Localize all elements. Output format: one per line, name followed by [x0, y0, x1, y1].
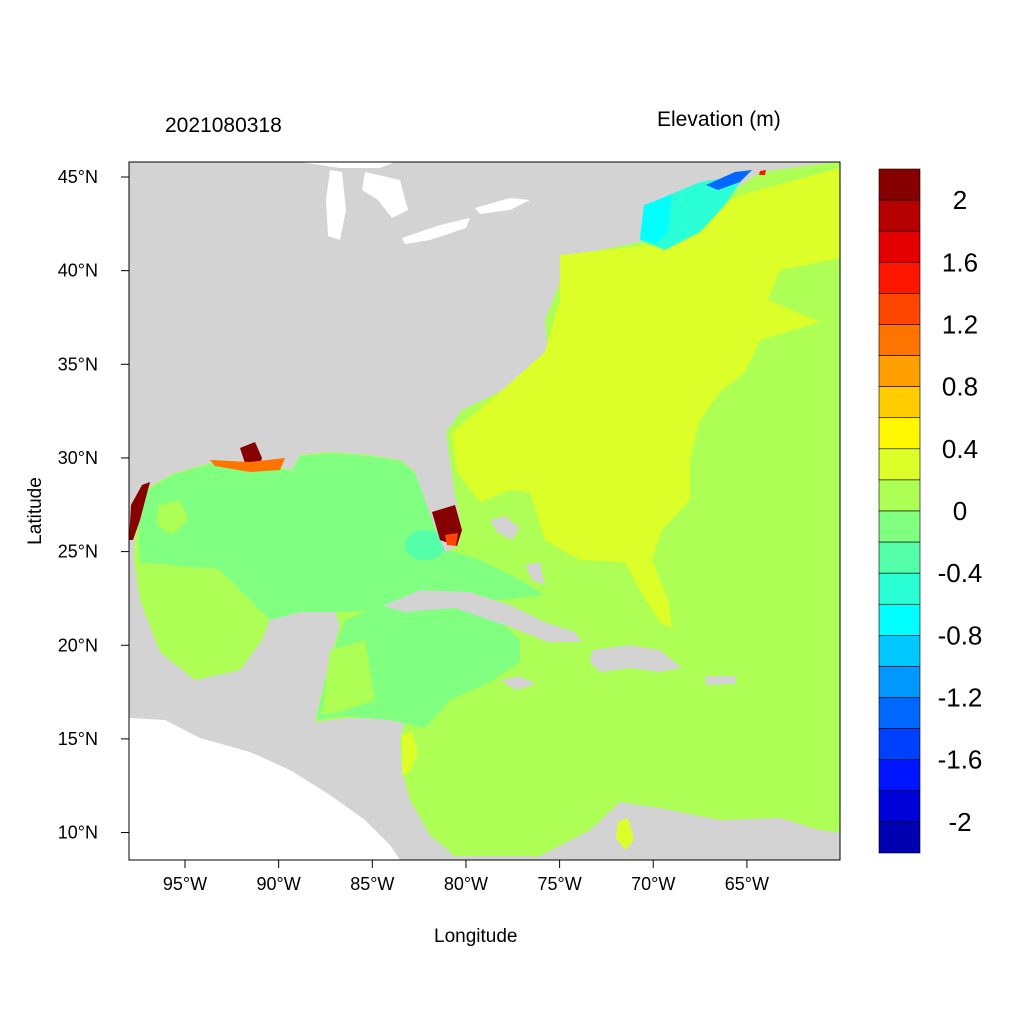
- colorbar-box: [878, 759, 921, 792]
- south-america: [455, 802, 840, 860]
- ocean-caribbean-west-patch: [322, 640, 375, 715]
- colorbar-box: [878, 572, 921, 605]
- x-tick-label: 70°W: [631, 874, 675, 894]
- colorbar-box: [878, 479, 921, 512]
- colorbar-box: [878, 448, 921, 481]
- cuba: [383, 590, 582, 642]
- colorbar-box: [878, 386, 921, 419]
- y-axis-label: Latitude: [25, 477, 46, 545]
- plot-date-title: 2021080318: [165, 114, 282, 137]
- colorbar-box: [878, 635, 921, 667]
- texas-flood: [129, 482, 150, 540]
- puerto-rico: [705, 676, 736, 685]
- ocean-gulf: [138, 453, 545, 620]
- variable-title: Elevation (m): [657, 108, 781, 131]
- colorbar-label: 0.8: [942, 372, 978, 402]
- colorbar-box: [878, 417, 921, 450]
- colorbar-box: [878, 355, 921, 387]
- x-tick-label: 90°W: [257, 874, 301, 894]
- colorbar-box: [878, 293, 921, 325]
- y-tick-label: 15°N: [58, 729, 98, 749]
- y-tick-label: 30°N: [58, 448, 98, 468]
- x-axis-label: Longitude: [434, 926, 518, 947]
- colorbar-box: [878, 324, 921, 356]
- y-tick-label: 35°N: [58, 354, 98, 374]
- colorbar-box: [878, 261, 921, 294]
- lake-superior: [300, 162, 395, 168]
- colorbar-box: [878, 790, 921, 823]
- lake-maracaibo-area: [616, 818, 634, 850]
- y-tick-label: 45°N: [58, 167, 98, 187]
- x-tick-label: 80°W: [444, 874, 488, 894]
- bahamas: [490, 516, 545, 585]
- y-tick-label: 40°N: [58, 261, 98, 281]
- pacific-nodata: [129, 718, 400, 860]
- colorbar: 2 1.6 1.2 0.8 0.4 0 -0.4 -0.8 -1.2 -1.6 -2: [878, 168, 983, 854]
- x-axis-ticks: 95°W 90°W 85°W 80°W 75°W 70°W 65°W: [163, 860, 769, 894]
- colorbar-label: -1.2: [938, 683, 983, 713]
- y-tick-label: 25°N: [58, 542, 98, 562]
- x-tick-label: 95°W: [163, 874, 207, 894]
- colorbar-label: 0.4: [942, 434, 978, 464]
- colorbar-box: [878, 541, 921, 574]
- ocean-maine-blue: [706, 170, 752, 190]
- colorbar-label: 1.6: [942, 247, 978, 277]
- colorbar-box: [878, 510, 921, 543]
- map-frame: [128, 161, 841, 861]
- colorbar-box: [878, 666, 921, 698]
- colorbar-box: [878, 603, 921, 636]
- colorbar-box: [878, 821, 921, 854]
- colorbar-label: -0.4: [938, 558, 983, 588]
- colorbar-box: [878, 697, 921, 729]
- ocean-gulf-west: [140, 565, 245, 678]
- florida-bay-anomaly: [405, 530, 445, 560]
- colorbar-box: [878, 168, 921, 201]
- colorbar-box: [878, 230, 921, 263]
- map-layer: [129, 162, 840, 860]
- louisiana-flood-edge: [210, 458, 285, 472]
- colorbar-box: [878, 199, 921, 232]
- colorbar-label: 2: [953, 185, 967, 215]
- colorbar-label: 1.2: [942, 309, 978, 339]
- hispaniola: [590, 645, 682, 672]
- x-tick-label: 65°W: [725, 874, 769, 894]
- florida-flood-tip: [445, 533, 458, 546]
- ocean-gulf-patch: [157, 500, 188, 535]
- jamaica: [500, 676, 536, 690]
- y-tick-label: 20°N: [58, 635, 98, 655]
- ocean-maine-red: [759, 170, 766, 175]
- colorbar-label: 0: [953, 496, 967, 526]
- x-tick-label: 85°W: [350, 874, 394, 894]
- ocean-nicaragua-yellow: [402, 732, 418, 775]
- colorbar-label: -0.8: [938, 620, 983, 650]
- y-tick-label: 10°N: [58, 823, 98, 843]
- colorbar-label: -2: [948, 807, 971, 837]
- lake-michigan: [326, 170, 346, 240]
- ocean-maine-cyan: [640, 195, 672, 244]
- x-tick-label: 75°W: [537, 874, 581, 894]
- colorbar-label: -1.6: [938, 745, 983, 775]
- lake-erie: [402, 218, 470, 244]
- colorbar-box: [878, 728, 921, 761]
- lake-huron: [362, 172, 408, 218]
- ocean-high-anomaly: [452, 168, 840, 628]
- y-axis-ticks: 45°N 40°N 35°N 30°N 25°N 20°N 15°N 10°N: [58, 167, 129, 843]
- lake-ontario: [475, 198, 530, 214]
